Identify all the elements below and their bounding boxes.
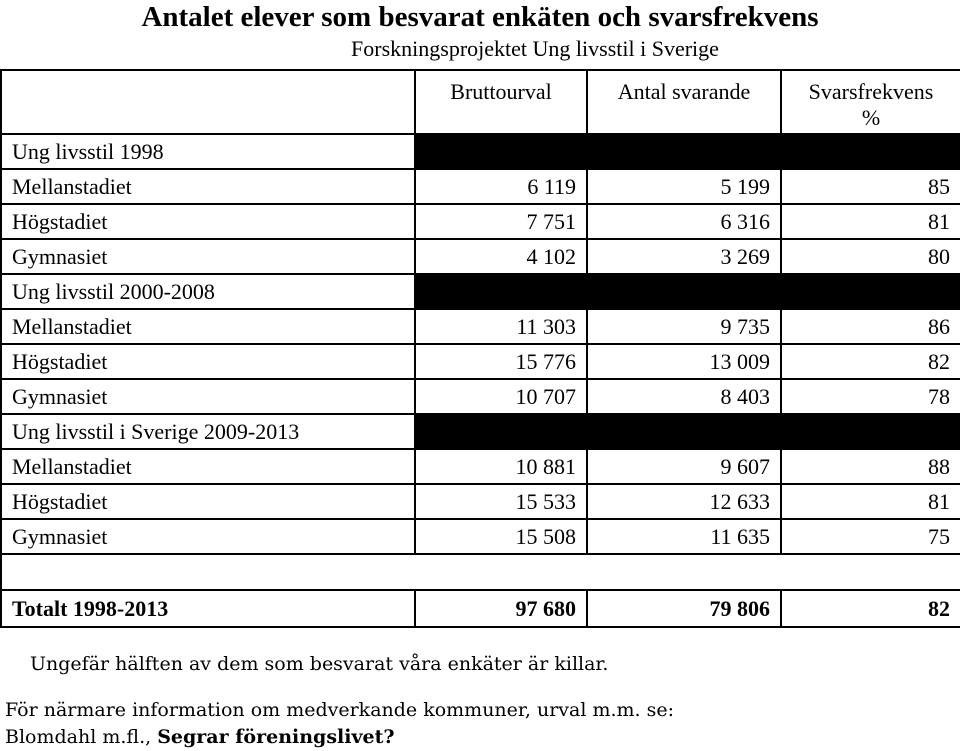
table-row: Gymnasiet 15 508 11 635 75 [0, 518, 960, 555]
header-svarsfrekvens: Svarsfrekvens % [780, 69, 960, 135]
total-frekvens: 82 [780, 589, 960, 628]
table-header-row: Bruttourval Antal svarande Svarsfrekvens… [0, 69, 960, 135]
row-bruttourval: 7 751 [414, 203, 588, 240]
table-row: Gymnasiet 10 707 8 403 78 [0, 378, 960, 415]
table-row: Mellanstadiet 6 119 5 199 85 [0, 168, 960, 205]
header-antal-svarande: Antal svarande [586, 69, 782, 135]
row-frekvens: 81 [780, 483, 960, 520]
row-bruttourval: 10 707 [414, 378, 588, 415]
header-bruttourval: Bruttourval [414, 69, 588, 135]
header-empty-cell [0, 69, 416, 135]
row-label: Gymnasiet [0, 238, 416, 275]
page-subtitle: Forskningsprojektet Ung livsstil i Sveri… [351, 36, 719, 61]
row-label: Mellanstadiet [0, 308, 416, 345]
row-label: Gymnasiet [0, 378, 416, 415]
row-frekvens: 78 [780, 378, 960, 415]
row-antal: 8 403 [586, 378, 782, 415]
table-row: Högstadiet 15 776 13 009 82 [0, 343, 960, 380]
table-row: Högstadiet 15 533 12 633 81 [0, 483, 960, 520]
row-label: Högstadiet [0, 483, 416, 520]
group-label: Ung livsstil 1998 [0, 133, 416, 170]
row-antal: 9 607 [586, 448, 782, 485]
row-frekvens: 82 [780, 343, 960, 380]
header-svarsfrekvens-line1: Svarsfrekvens [808, 79, 934, 104]
group-black-bar [414, 133, 960, 170]
row-bruttourval: 15 776 [414, 343, 588, 380]
row-bruttourval: 10 881 [414, 448, 588, 485]
row-frekvens: 88 [780, 448, 960, 485]
note-more-info-text: För närmare information om medverkande k… [5, 699, 675, 721]
row-antal: 12 633 [586, 483, 782, 520]
row-label: Högstadiet [0, 343, 416, 380]
header-svarsfrekvens-unit: % [861, 105, 881, 130]
note-reference-title: Segrar föreningslivet? [157, 726, 395, 748]
row-bruttourval: 4 102 [414, 238, 588, 275]
row-bruttourval: 15 533 [414, 483, 588, 520]
row-frekvens: 86 [780, 308, 960, 345]
group-header-row: Ung livsstil i Sverige 2009-2013 [0, 413, 960, 450]
note-more-info: För närmare information om medverkande k… [5, 697, 674, 751]
note-reference-author: Blomdahl m.fl., [5, 726, 152, 748]
group-header-row: Ung livsstil 2000-2008 [0, 273, 960, 310]
total-antal: 79 806 [586, 589, 782, 628]
table-row: Gymnasiet 4 102 3 269 80 [0, 238, 960, 275]
table-row: Mellanstadiet 10 881 9 607 88 [0, 448, 960, 485]
table-body: Ung livsstil 1998 Mellanstadiet 6 119 5 199… [0, 133, 960, 555]
row-antal: 5 199 [586, 168, 782, 205]
survey-table: Bruttourval Antal svarande Svarsfrekvens… [0, 69, 960, 628]
row-label: Mellanstadiet [0, 168, 416, 205]
row-frekvens: 80 [780, 238, 960, 275]
table-row: Mellanstadiet 11 303 9 735 86 [0, 308, 960, 345]
row-antal: 9 735 [586, 308, 782, 345]
row-antal: 3 269 [586, 238, 782, 275]
row-frekvens: 75 [780, 518, 960, 555]
row-frekvens: 81 [780, 203, 960, 240]
table-spacer-row [0, 553, 960, 591]
row-bruttourval: 6 119 [414, 168, 588, 205]
total-label: Totalt 1998-2013 [0, 589, 416, 628]
group-label: Ung livsstil 2000-2008 [0, 273, 416, 310]
page-title: Antalet elever som besvarat enkäten och … [141, 1, 819, 33]
row-bruttourval: 15 508 [414, 518, 588, 555]
row-bruttourval: 11 303 [414, 308, 588, 345]
row-antal: 6 316 [586, 203, 782, 240]
group-black-bar [414, 273, 960, 310]
row-label: Mellanstadiet [0, 448, 416, 485]
total-row: Totalt 1998-2013 97 680 79 806 82 [0, 589, 960, 628]
group-header-row: Ung livsstil 1998 [0, 133, 960, 170]
note-gender: Ungefär hälften av dem som besvarat våra… [30, 653, 609, 675]
table-row: Högstadiet 7 751 6 316 81 [0, 203, 960, 240]
row-antal: 11 635 [586, 518, 782, 555]
group-black-bar [414, 413, 960, 450]
row-antal: 13 009 [586, 343, 782, 380]
spacer-cell [0, 553, 960, 591]
total-bruttourval: 97 680 [414, 589, 588, 628]
row-label: Högstadiet [0, 203, 416, 240]
row-frekvens: 85 [780, 168, 960, 205]
group-label: Ung livsstil i Sverige 2009-2013 [0, 413, 416, 450]
row-label: Gymnasiet [0, 518, 416, 555]
